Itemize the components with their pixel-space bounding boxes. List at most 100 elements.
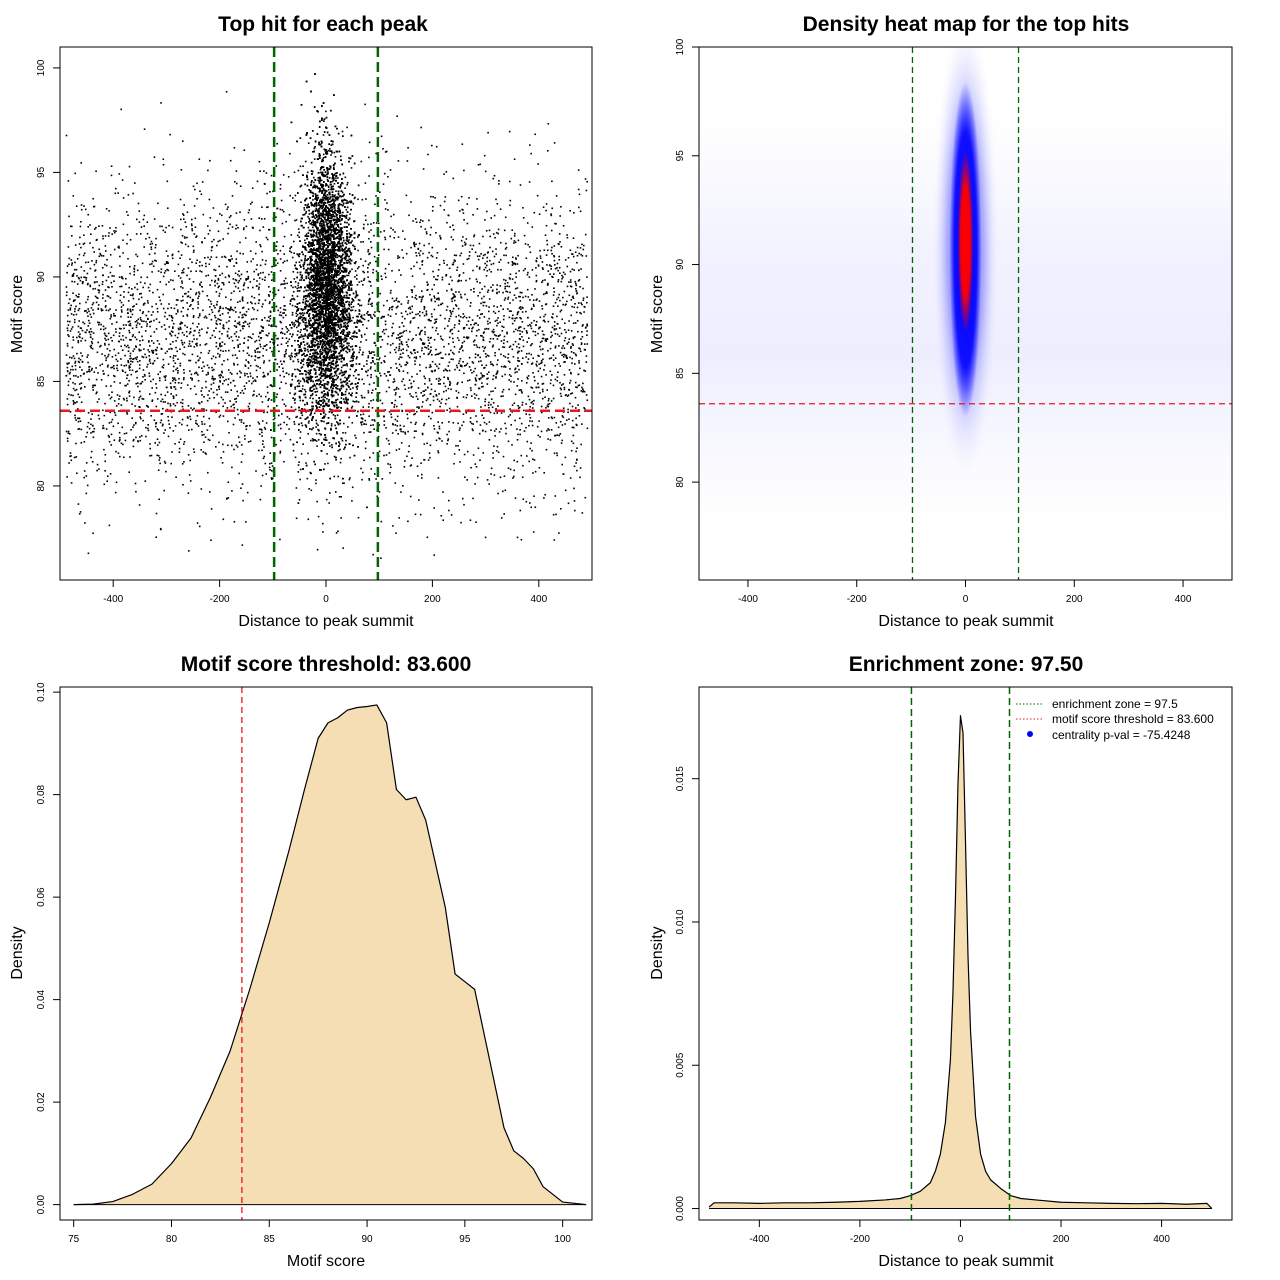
scatter-point (279, 439, 282, 442)
scatter-point (193, 338, 195, 340)
scatter-point (257, 421, 260, 424)
scatter-point (559, 381, 561, 384)
scatter-point (369, 314, 371, 316)
scatter-point (387, 379, 389, 382)
scatter-point (315, 394, 318, 396)
scatter-point (233, 347, 235, 349)
scatter-point (189, 359, 192, 362)
scatter-point (380, 374, 382, 377)
scatter-point (119, 255, 121, 258)
scatter-point (88, 427, 91, 430)
scatter-point (229, 223, 231, 226)
scatter-point (317, 439, 320, 441)
scatter-point (66, 345, 69, 347)
scatter-point (114, 412, 116, 414)
scatter-point (450, 358, 453, 360)
scatter-point (129, 339, 131, 341)
scatter-point (436, 353, 439, 355)
scatter-point (128, 286, 130, 289)
scatter-point (66, 440, 69, 442)
scatter-point (357, 401, 360, 403)
scatter-point (65, 294, 68, 297)
scatter-point (564, 489, 567, 492)
scatter-point (486, 260, 488, 263)
scatter-point (445, 274, 448, 276)
scatter-point (96, 469, 98, 472)
scatter-point (165, 470, 167, 473)
scatter-point (448, 353, 450, 356)
scatter-point (164, 379, 167, 381)
scatter-point (420, 392, 422, 394)
scatter-point (398, 370, 401, 373)
scatter-point (368, 352, 371, 355)
scatter-point (561, 347, 563, 349)
scatter-point (228, 349, 230, 352)
scatter-point (489, 235, 491, 238)
scatter-point (564, 423, 566, 425)
scatter-point (139, 316, 142, 319)
scatter-point (83, 234, 85, 236)
scatter-point (119, 294, 122, 296)
scatter-point (570, 371, 572, 374)
scatter-point (469, 417, 472, 419)
scatter-point (473, 323, 476, 326)
scatter-point (289, 194, 291, 197)
scatter-point (150, 454, 153, 457)
scatter-point (338, 259, 340, 262)
scatter-point (160, 303, 163, 305)
scatter-point (437, 353, 440, 355)
scatter-point (102, 370, 104, 372)
scatter-point (475, 415, 477, 417)
scatter-point (109, 254, 112, 256)
scatter-point (92, 332, 95, 334)
scatter-point (496, 288, 498, 291)
scatter-point (447, 343, 450, 345)
scatter-point (386, 202, 388, 204)
scatter-point (317, 424, 319, 426)
scatter-point (231, 195, 234, 197)
scatter-point (184, 221, 187, 223)
scatter-point (352, 202, 355, 205)
scatter-point (368, 479, 371, 481)
scatter-point (575, 450, 577, 453)
scatter-point (296, 271, 299, 274)
scatter-point (405, 341, 408, 343)
scatter-point (83, 270, 86, 272)
scatter-point (479, 291, 481, 294)
scatter-point (259, 428, 261, 431)
scatter-point (514, 262, 516, 265)
scatter-point (496, 370, 499, 372)
scatter-point (379, 292, 381, 295)
scatter-point (142, 304, 145, 306)
scatter-point (460, 364, 463, 367)
scatter-point (240, 487, 242, 489)
scatter-point (118, 398, 120, 400)
scatter-point (459, 357, 462, 360)
scatter-point (233, 325, 236, 327)
scatter-point (497, 335, 500, 337)
scatter-point (188, 278, 191, 280)
scatter-point (547, 282, 549, 285)
scatter-point (243, 385, 246, 387)
scatter-point (227, 383, 229, 386)
scatter-point (379, 372, 381, 375)
scatter-point (253, 297, 256, 299)
scatter-point (75, 375, 77, 377)
scatter-point (110, 314, 112, 316)
scatter-point (355, 396, 357, 398)
scatter-point (309, 291, 311, 294)
scatter-point (538, 386, 540, 389)
scatter-point (421, 311, 424, 314)
scatter-point (156, 288, 159, 291)
scatter-point (387, 248, 390, 251)
scatter-point (431, 288, 433, 291)
scatter-point (96, 391, 98, 393)
scatter-point (412, 220, 414, 222)
scatter-point (78, 320, 80, 322)
scatter-point (558, 259, 561, 261)
scatter-point (83, 441, 86, 443)
scatter-point (87, 325, 90, 327)
scatter-point (506, 331, 508, 334)
scatter-point (177, 372, 179, 374)
scatter-point (182, 140, 184, 142)
